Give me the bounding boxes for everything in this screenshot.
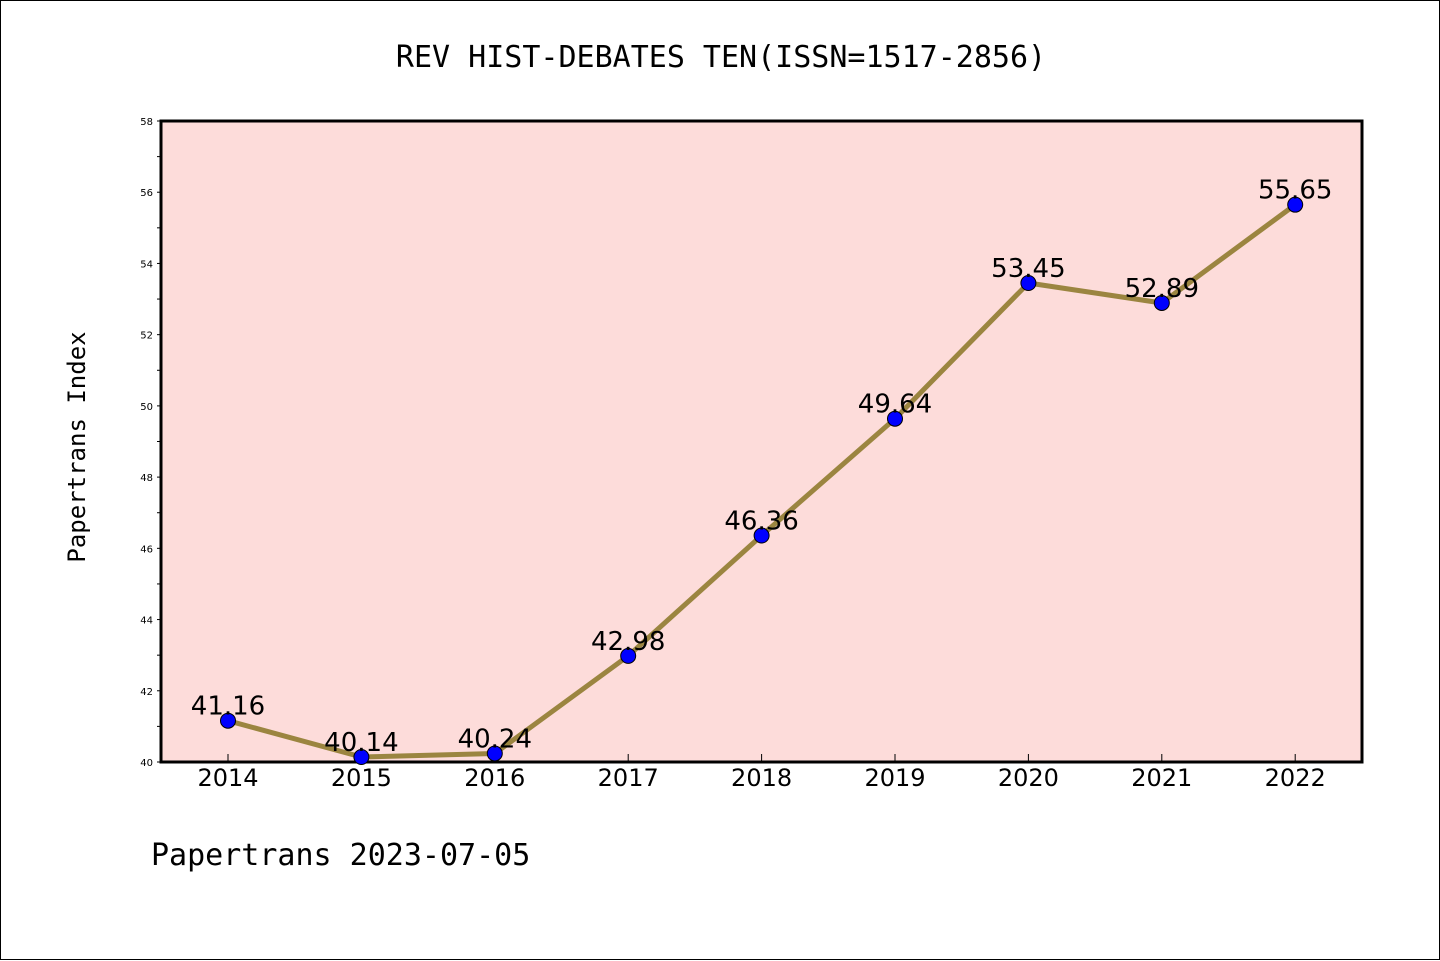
data-label: 40.24 [458, 724, 532, 754]
series-papertrans-index: 41.16 40.14 40.24 42.98 46.36 49.64 53.45 52.89… [191, 176, 1332, 766]
x-tick-label: 2020 [998, 764, 1059, 792]
y-tick-label: 56 [140, 188, 153, 199]
data-point [353, 749, 370, 766]
x-tick-label: 2014 [197, 764, 258, 792]
x-axis: 2014 2015 2016 2017 2018 2019 2020 2021 2022 [197, 754, 1326, 792]
data-label: 40.14 [324, 728, 398, 758]
data-point [1153, 294, 1170, 311]
chart-title: REV HIST-DEBATES TEN(ISSN=1517-2856) [396, 40, 1046, 75]
data-point [486, 745, 503, 762]
data-label: 42.98 [591, 627, 665, 657]
y-tick-label: 58 [140, 117, 153, 128]
y-tick-label: 42 [140, 687, 153, 698]
y-axis: 40 42 44 46 48 50 52 54 56 58 [140, 117, 161, 769]
x-tick-label: 2021 [1131, 764, 1192, 792]
data-label: 55.65 [1258, 176, 1332, 206]
y-tick-label: 50 [140, 402, 153, 413]
data-label: 41.16 [191, 692, 265, 722]
footer-date: Papertrans 2023-07-05 [151, 838, 530, 873]
data-label: 52.89 [1125, 274, 1199, 304]
x-tick-label: 2022 [1265, 764, 1326, 792]
x-tick-label: 2018 [731, 764, 792, 792]
data-label: 49.64 [858, 390, 932, 420]
y-tick-label: 46 [140, 544, 153, 555]
x-tick-label: 2016 [464, 764, 525, 792]
data-point [753, 527, 770, 544]
y-tick-label: 40 [140, 758, 153, 769]
plot-area [159, 119, 1364, 764]
data-point [620, 647, 637, 664]
y-axis-label: Papertrans Index [63, 331, 91, 562]
data-point [1020, 275, 1037, 292]
y-tick-label: 52 [140, 331, 153, 342]
data-label: 46.36 [724, 507, 798, 537]
x-tick-label: 2015 [331, 764, 392, 792]
data-point [887, 410, 903, 427]
y-tick-label: 48 [140, 473, 153, 484]
data-point [1287, 196, 1304, 213]
x-tick-label: 2017 [598, 764, 659, 792]
y-tick-label: 54 [140, 259, 153, 270]
y-tick-label: 44 [140, 616, 153, 627]
data-label: 53.45 [991, 254, 1065, 284]
x-tick-label: 2019 [864, 764, 925, 792]
data-point [220, 712, 236, 729]
